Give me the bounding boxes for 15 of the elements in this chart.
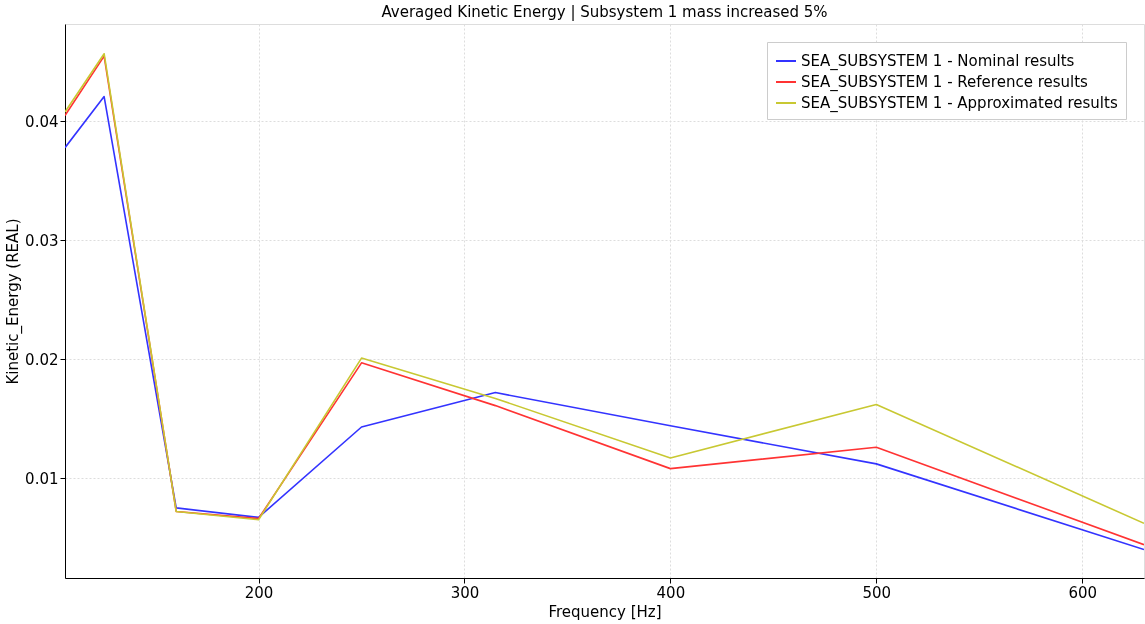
x-tick-label: 600 bbox=[1068, 583, 1098, 602]
y-tick-label: 0.01 bbox=[25, 469, 59, 488]
y-axis-title: Kinetic_Energy (REAL) bbox=[4, 218, 24, 385]
x-tick-label: 400 bbox=[656, 583, 686, 602]
y-tick-label: 0.03 bbox=[25, 231, 59, 250]
chart-title: Averaged Kinetic Energy | Subsystem 1 mass increased 5% bbox=[381, 3, 828, 21]
legend-label: SEA_SUBSYSTEM 1 - Approximated results bbox=[801, 94, 1118, 113]
y-tick-label: 0.02 bbox=[25, 350, 59, 369]
legend-label: SEA_SUBSYSTEM 1 - Reference results bbox=[801, 73, 1089, 92]
legend-label: SEA_SUBSYSTEM 1 - Nominal results bbox=[801, 52, 1075, 71]
y-tick-label: 0.04 bbox=[25, 112, 59, 131]
x-tick-label: 200 bbox=[244, 583, 274, 602]
x-tick-label: 300 bbox=[450, 583, 480, 602]
x-tick-label: 500 bbox=[862, 583, 892, 602]
x-axis-title: Frequency [Hz] bbox=[548, 602, 662, 621]
